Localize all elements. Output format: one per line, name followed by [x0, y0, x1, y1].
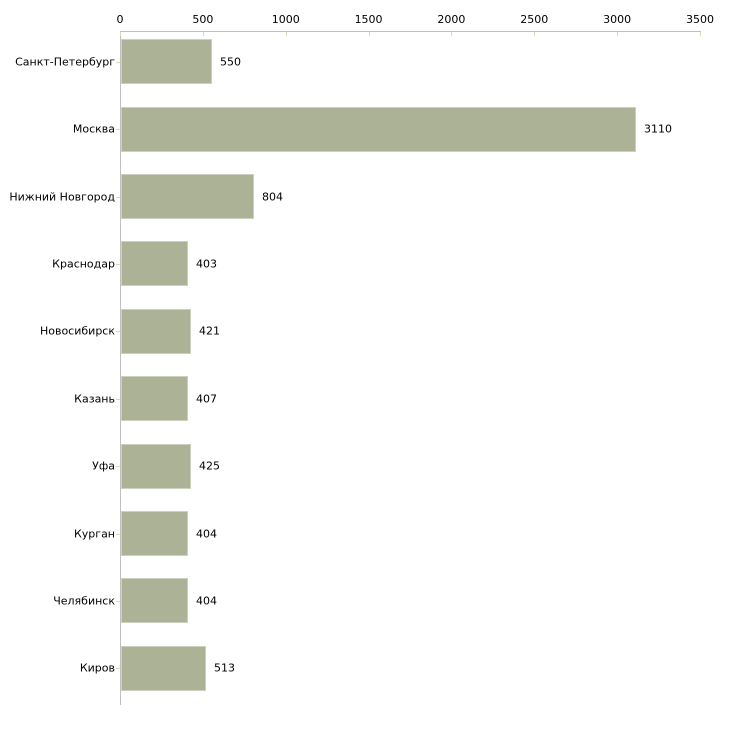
y-axis-tick-mark — [116, 534, 120, 535]
x-axis-tick-label: 3500 — [686, 13, 714, 26]
value-label: 407 — [196, 392, 217, 406]
value-label: 550 — [220, 55, 241, 69]
x-axis-tick-mark — [534, 32, 536, 36]
category-label: Казань — [74, 392, 115, 406]
value-label: 404 — [196, 594, 217, 608]
y-axis-tick-mark — [116, 62, 120, 63]
y-axis-line — [120, 31, 121, 705]
bar — [121, 376, 188, 421]
y-axis-tick-mark — [116, 129, 120, 130]
x-axis-tick-mark — [202, 32, 204, 36]
value-label: 421 — [199, 324, 220, 338]
y-axis-tick-mark — [116, 601, 120, 602]
category-label: Курган — [73, 527, 115, 541]
category-label: Уфа — [92, 459, 115, 473]
bar — [121, 241, 188, 286]
value-label: 3110 — [644, 122, 672, 136]
x-axis-tick-mark — [617, 32, 619, 36]
category-label: Челябинск — [53, 594, 115, 608]
x-axis-line — [120, 31, 701, 32]
category-label: Новосибирск — [39, 324, 115, 338]
x-axis-tick-label: 1500 — [354, 13, 383, 26]
y-axis-tick-mark — [116, 668, 120, 669]
value-label: 804 — [262, 190, 283, 204]
x-axis-tick-mark — [285, 32, 287, 36]
bar — [121, 646, 206, 691]
category-label: Краснодар — [52, 257, 115, 271]
category-label: Санкт-Петербург — [15, 55, 115, 69]
x-axis-tick-label: 2000 — [437, 13, 466, 26]
y-axis-tick-mark — [116, 466, 120, 467]
value-label: 404 — [196, 527, 217, 541]
category-label: Нижний Новгород — [9, 190, 115, 204]
value-label: 425 — [199, 459, 220, 473]
category-label: Киров — [79, 661, 115, 675]
x-axis-tick-label: 1000 — [271, 13, 300, 26]
bar — [121, 444, 191, 489]
bar — [121, 309, 191, 354]
x-axis-tick-mark — [451, 32, 453, 36]
x-axis-tick-label: 3000 — [603, 13, 632, 26]
y-axis-tick-mark — [116, 197, 120, 198]
x-axis-tick-label: 2500 — [520, 13, 549, 26]
x-axis-tick-label: 0 — [116, 13, 124, 26]
x-axis-tick-mark — [368, 32, 370, 36]
x-axis-tick-mark — [700, 32, 701, 36]
x-axis-tick-label: 500 — [192, 13, 214, 26]
bar — [121, 174, 254, 219]
bar — [121, 39, 212, 84]
value-label: 513 — [214, 661, 235, 675]
x-axis-tick-mark — [120, 32, 121, 36]
bar — [121, 511, 188, 556]
y-axis-tick-mark — [116, 264, 120, 265]
y-axis-tick-mark — [116, 399, 120, 400]
bar — [121, 107, 636, 152]
category-label: Москва — [72, 122, 115, 136]
value-label: 403 — [196, 257, 217, 271]
y-axis-tick-mark — [116, 331, 120, 332]
bar — [121, 578, 188, 623]
